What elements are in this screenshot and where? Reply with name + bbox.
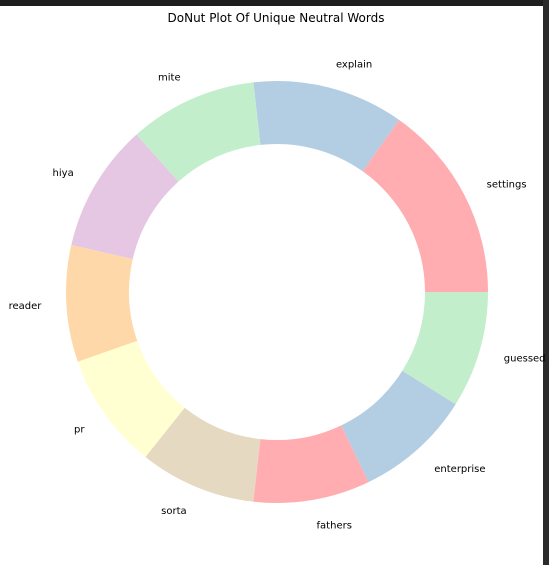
slice-mite	[136, 82, 261, 182]
slice-label-settings: settings	[487, 180, 527, 191]
slice-explain	[253, 81, 400, 172]
slice-label-enterprise: enterprise	[434, 464, 485, 475]
chart-title: DoNut Plot Of Unique Neutral Words	[168, 11, 385, 25]
slice-sorta	[145, 407, 261, 502]
slice-settings	[362, 119, 488, 292]
slice-hiya	[71, 134, 179, 260]
slice-label-pr: pr	[74, 425, 85, 436]
slice-guessed	[402, 292, 488, 405]
slice-reader	[65, 245, 138, 362]
slice-label-explain: explain	[336, 59, 372, 70]
slice-label-guessed: guessed	[504, 353, 546, 364]
slice-fathers	[253, 425, 369, 503]
slice-label-reader: reader	[9, 301, 43, 312]
slice-label-mite: mite	[158, 73, 181, 84]
slice-pr	[77, 340, 185, 457]
slice-label-fathers: fathers	[317, 521, 352, 532]
slice-label-sorta: sorta	[161, 506, 187, 517]
slice-labels: settings explain mite hiya reader pr sorta fath…	[9, 59, 546, 531]
window-edge	[543, 0, 549, 565]
slice-label-hiya: hiya	[53, 168, 74, 179]
donut-slices	[65, 81, 488, 503]
slice-enterprise	[341, 370, 456, 483]
